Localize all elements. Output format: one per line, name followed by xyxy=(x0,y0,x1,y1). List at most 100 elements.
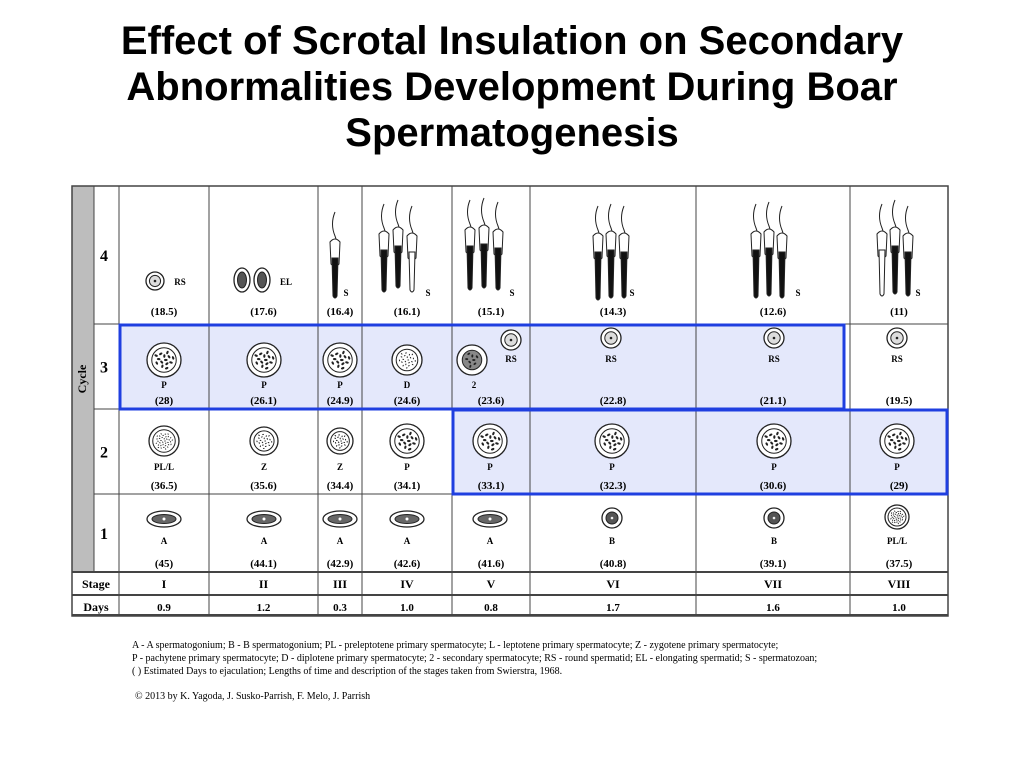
stage-VIII: VIII xyxy=(888,577,911,591)
chromatin-dot xyxy=(335,352,339,356)
copyright-text: © 2013 by K. Yagoda, J. Susko-Parrish, F… xyxy=(135,691,371,702)
chromatin-dot xyxy=(405,367,408,369)
days-III: 0.3 xyxy=(333,602,347,614)
sperm-stage-VIII-c xyxy=(902,205,914,297)
chromatin-dot xyxy=(338,443,340,446)
nucleolus xyxy=(772,336,776,340)
nucleolus xyxy=(153,279,157,283)
cycle2-value-VII: (30.6) xyxy=(760,480,787,492)
chromatin-dot xyxy=(771,445,774,450)
chromatin-dot xyxy=(406,435,409,439)
chromatin-dot xyxy=(412,442,416,445)
chromatin xyxy=(887,431,908,451)
cycle4-value-II: (17.6) xyxy=(250,306,277,318)
chromatin-dot xyxy=(256,440,258,443)
cycle2-value-VI: (32.3) xyxy=(600,480,627,492)
chromatin-dot xyxy=(165,435,167,438)
chromatin xyxy=(254,350,275,370)
cycle2-label-VIII: P xyxy=(894,462,900,472)
chromatin-dot xyxy=(779,442,783,445)
chromatin-dot xyxy=(407,359,410,361)
chromatin-dot xyxy=(899,431,902,436)
stage-IV: IV xyxy=(400,577,414,591)
chromatin-dot xyxy=(167,435,169,438)
chromatin-dot xyxy=(160,439,162,441)
cycle3-value-III: (24.9) xyxy=(327,395,354,407)
chromatin-dot xyxy=(409,356,412,359)
chromatin-dot xyxy=(399,438,404,442)
cycle2-value-I: (36.5) xyxy=(151,480,178,492)
chromatin-dot xyxy=(414,437,418,441)
chromatin-dot xyxy=(164,433,167,435)
chromatin-dot xyxy=(164,366,169,370)
highlight-fill-cycle-2 xyxy=(453,410,947,494)
chromatin-dot xyxy=(614,431,617,436)
chromatin-dot xyxy=(770,441,774,445)
cycle3-label-VIII: RS xyxy=(891,354,903,364)
chromatin-dot xyxy=(402,364,404,367)
sperm-stage-VII-c xyxy=(776,205,788,299)
chromatin-dot xyxy=(902,515,905,517)
sperm-head xyxy=(752,249,760,299)
cycle4-label-VIII: S xyxy=(915,288,920,298)
chromatin-dot xyxy=(765,442,769,446)
cycle3-label-VII: RS xyxy=(768,354,780,364)
chromatin-dot xyxy=(157,444,160,446)
chromatin-dot xyxy=(892,512,895,514)
nucleolus xyxy=(895,336,899,340)
cycle2-label-V: P xyxy=(487,462,493,472)
cell-nucleus xyxy=(887,507,907,527)
chromatin-dot xyxy=(895,517,897,519)
chromatin-dot xyxy=(345,361,349,364)
chromatin-dot xyxy=(162,434,164,436)
legend-line-3: ( ) Estimated Days to ejaculation; Lengt… xyxy=(132,666,563,677)
chromatin-dot xyxy=(487,445,490,450)
cycle1-value-VII: (39.1) xyxy=(760,558,787,570)
chromatin-dot xyxy=(156,357,161,361)
cycle3-value-I: (28) xyxy=(155,395,174,407)
sperm-head xyxy=(904,251,912,297)
cycle4-value-VII: (12.6) xyxy=(760,306,787,318)
chromatin-dot xyxy=(893,516,896,518)
cell-nucleus xyxy=(257,271,267,289)
chromatin-dot xyxy=(155,361,159,365)
chromatin-dot xyxy=(472,359,476,361)
axis-label-cycle: Cycle xyxy=(75,364,89,393)
chromatin-dot xyxy=(344,438,347,441)
chromatin-dot xyxy=(258,442,260,444)
title-line-2: Abnormalities Development During Boar xyxy=(126,65,898,109)
cycle1-label-VIII: PL/L xyxy=(887,536,907,546)
chromatin-dot xyxy=(480,435,484,438)
chromatin-dot xyxy=(897,520,899,522)
chromatin-dot xyxy=(899,510,902,512)
chromatin xyxy=(154,350,175,370)
chromatin-dot xyxy=(160,360,164,364)
chromatin-dot xyxy=(611,435,614,439)
cycle1-value-IV: (42.6) xyxy=(394,558,421,570)
nucleolus xyxy=(405,517,409,521)
chromatin-dot xyxy=(898,443,902,447)
cell-nucleus xyxy=(395,348,419,372)
cycle3-label-III: P xyxy=(337,380,343,390)
chromatin-dot xyxy=(893,441,897,445)
cycle2-label-IV: P xyxy=(404,462,410,472)
chromatin-dot xyxy=(901,516,903,519)
chromatin-dot xyxy=(344,444,346,446)
nucleolus xyxy=(338,517,342,521)
cycle1-label-VI: B xyxy=(609,536,615,546)
chromatin-dot xyxy=(402,433,406,437)
chromatin-dot xyxy=(412,357,414,360)
chromatin-dot xyxy=(897,447,902,451)
cell-nucleus xyxy=(330,431,350,451)
cycle1-label-II: A xyxy=(261,536,268,546)
page-title: Effect of Scrotal Insulation on Secondar… xyxy=(40,18,984,156)
row-label-cycle-3: 3 xyxy=(100,360,108,377)
cycle4-label-VII: S xyxy=(795,288,800,298)
chromatin-dot xyxy=(893,517,895,520)
title-line-1: Effect of Scrotal Insulation on Secondar… xyxy=(120,19,904,63)
chromatin-dot xyxy=(166,350,169,355)
row-label-cycle-4: 4 xyxy=(100,248,108,265)
chromatin-dot xyxy=(269,361,273,364)
chromatin-dot xyxy=(159,352,163,356)
chromatin-dot xyxy=(163,354,166,358)
